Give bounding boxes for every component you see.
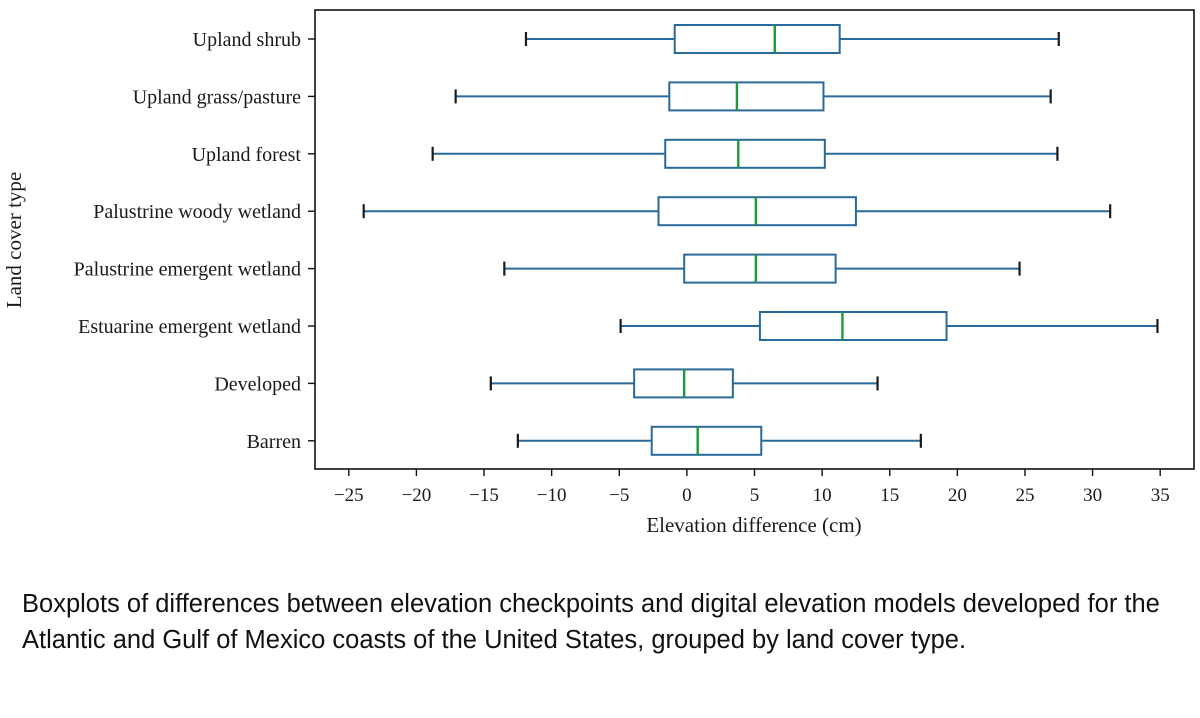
x-tick-label: −25 (334, 485, 364, 506)
plot-frame (314, 9, 1195, 470)
x-tick-label: 30 (1083, 485, 1102, 506)
y-axis-title: Land cover type (2, 172, 26, 308)
category-labels-layer: Upland shrub Upland grass/pasture Upland f… (74, 29, 315, 453)
boxes-layer (362, 24, 1159, 456)
iqr-box (673, 24, 841, 54)
category-label: Upland forest (192, 144, 302, 166)
x-tick-label: −5 (609, 485, 629, 506)
x-tick-label: 35 (1151, 485, 1170, 506)
iqr-box (664, 138, 826, 169)
x-ticks-layer: −25 −20 −15 −10 −5 0 5 10 15 20 25 30 35 (334, 469, 1170, 506)
category-label: Upland grass/pasture (133, 86, 301, 108)
boxplot-chart: −25 −20 −15 −10 −5 0 5 10 15 20 25 30 35 Upland shru… (2, 9, 1195, 537)
iqr-box (668, 81, 825, 112)
x-tick-label: 25 (1015, 485, 1034, 506)
x-tick-label: −15 (469, 485, 499, 506)
category-label: Estuarine emergent wetland (78, 316, 301, 338)
category-label: Barren (247, 431, 301, 453)
iqr-box (657, 196, 857, 227)
x-tick-label: 0 (682, 485, 692, 506)
category-label: Palustrine emergent wetland (74, 259, 301, 281)
iqr-box (650, 425, 763, 456)
category-label: Palustrine woody wetland (93, 201, 301, 223)
iqr-box (683, 253, 837, 284)
x-tick-label: 20 (948, 485, 967, 506)
x-axis-title: Elevation difference (cm) (646, 513, 861, 537)
category-label: Upland shrub (193, 29, 301, 51)
x-tick-label: −20 (402, 485, 432, 506)
category-label: Developed (214, 373, 301, 395)
x-tick-label: −10 (537, 485, 567, 506)
iqr-box (758, 311, 948, 341)
x-tick-label: 5 (750, 485, 760, 506)
x-tick-label: 15 (880, 485, 899, 506)
figure-caption: Boxplots of differences between elevatio… (22, 590, 1160, 654)
x-tick-label: 10 (813, 485, 832, 506)
